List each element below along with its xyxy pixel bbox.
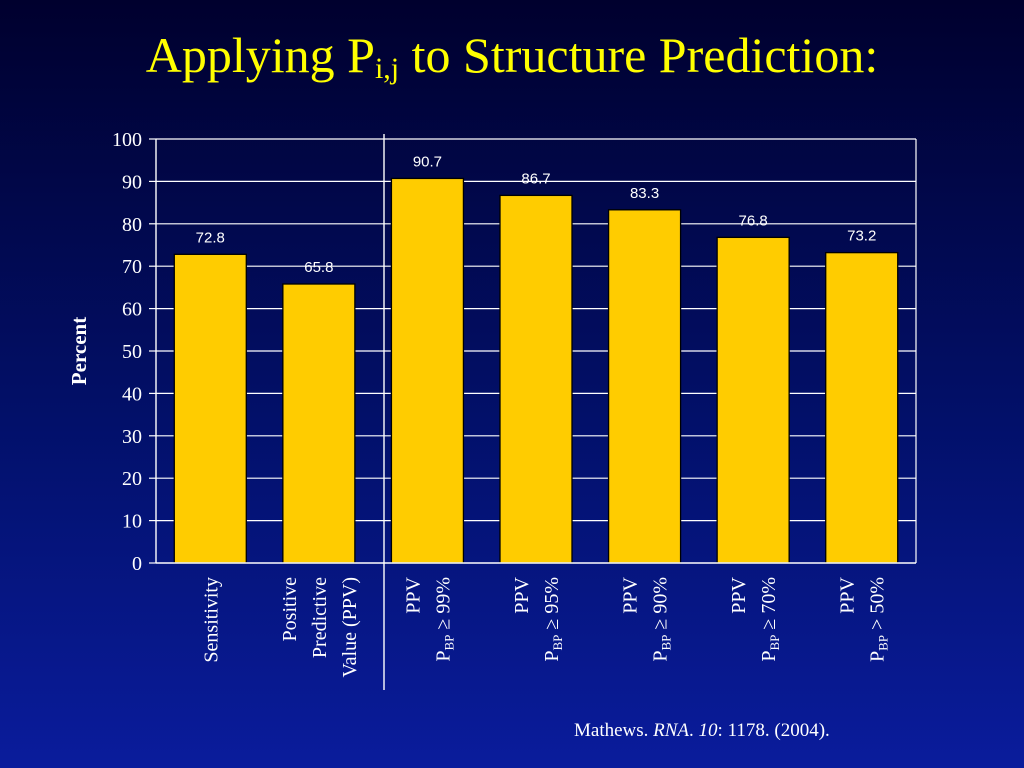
bar-value-label-7: 73.2 (847, 228, 876, 245)
y-tick-label-0: 0 (132, 553, 142, 575)
bar-5 (607, 209, 682, 564)
y-tick-label-70: 70 (122, 256, 142, 278)
bar-value-label-5: 83.3 (630, 185, 659, 202)
chart-axes (149, 134, 917, 690)
bar-value-label-2: 65.8 (304, 259, 333, 276)
citation-author: Mathews. (574, 720, 654, 741)
citation-volume: 10 (698, 720, 718, 741)
x-category-line-4-1: PPV (511, 576, 533, 613)
x-category-label-5: PPV PBP ≥ 90% (620, 576, 674, 661)
title-rest: to Structure Prediction: (399, 27, 879, 83)
x-category-line-6-2: PBP ≥ 70% (758, 577, 782, 662)
x-category-line-5-2: PBP ≥ 90% (650, 577, 674, 662)
x-category-label-4: PPV PBP ≥ 95% (511, 576, 565, 661)
bar-value-label-6: 76.8 (739, 212, 768, 229)
citation-rest: : 1178. (2004). (717, 720, 830, 741)
x-category-line-3-2: PBP ≥ 99% (432, 577, 456, 662)
bar-3 (390, 177, 465, 564)
chart-bars (173, 177, 899, 564)
citation-separator: . (689, 720, 699, 741)
x-category-line-1-1: Sensitivity (200, 577, 222, 663)
y-tick-label-90: 90 (122, 171, 142, 193)
x-category-line-2-3: Value (PPV) (339, 577, 361, 678)
x-category-line-4-2: PBP ≥ 95% (541, 577, 565, 662)
y-axis-label: Percent (67, 317, 91, 385)
y-tick-label-40: 40 (122, 383, 142, 405)
y-tick-labels: 0 10 20 30 40 50 60 70 80 90 100 (112, 129, 142, 575)
bar-value-label-4: 86.7 (521, 170, 550, 187)
x-category-line-5-1: PPV (620, 576, 642, 613)
citation-journal: RNA (653, 720, 690, 741)
bar-2 (282, 283, 356, 564)
bar-value-labels: 72.8 65.8 90.7 86.7 83.3 76.8 73.2 (196, 153, 877, 276)
y-tick-label-20: 20 (122, 468, 142, 490)
x-category-label-2: Positive Predictive Value (PPV) (279, 577, 361, 678)
x-category-label-7: PPV PBP > 50% (837, 576, 891, 662)
y-tick-label-30: 30 (122, 426, 142, 448)
x-category-line-2-1: Positive (279, 577, 301, 642)
bar-6 (716, 236, 790, 564)
x-category-line-6-1: PPV (728, 576, 750, 613)
y-tick-label-50: 50 (122, 341, 142, 363)
slide-title: Applying Pi,j to Structure Prediction: (0, 22, 1024, 102)
x-category-label-6: PPV PBP ≥ 70% (728, 576, 782, 661)
x-category-line-7-1: PPV (837, 576, 859, 613)
x-category-label-3: PPV PBP ≥ 99% (402, 576, 456, 661)
x-category-line-3-1: PPV (402, 576, 424, 613)
y-tick-label-10: 10 (122, 511, 142, 533)
bar-value-label-1: 72.8 (196, 229, 225, 246)
x-category-line-2-2: Predictive (309, 577, 331, 658)
y-tick-label-80: 80 (122, 214, 142, 236)
bar-1 (173, 253, 247, 564)
x-category-label-1: Sensitivity (200, 577, 222, 663)
title-subscript: i,j (374, 52, 400, 85)
title-main: Applying P (145, 27, 375, 83)
y-tick-label-100: 100 (112, 129, 142, 151)
y-tick-label-60: 60 (122, 299, 142, 321)
x-category-line-7-2: PBP > 50% (867, 577, 891, 662)
bar-4 (499, 194, 573, 564)
citation: Mathews. RNA. 10: 1178. (2004). (574, 720, 830, 742)
bar-7 (825, 251, 899, 564)
bar-value-label-3: 90.7 (413, 153, 442, 170)
x-category-labels: Sensitivity Positive Predictive Value (PPV)… (200, 576, 890, 677)
